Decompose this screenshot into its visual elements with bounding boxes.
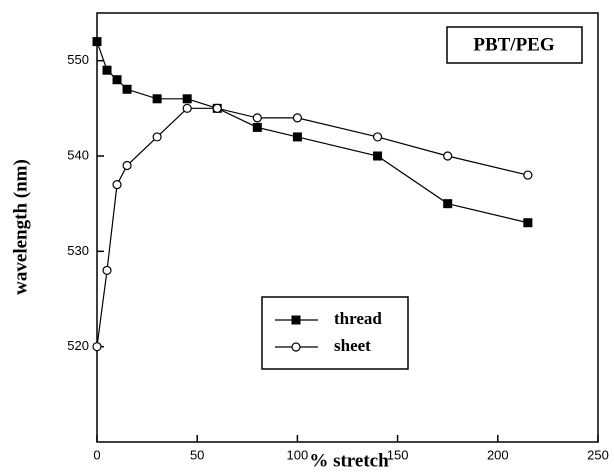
x-tick-label: 50 <box>190 447 204 462</box>
marker <box>182 94 192 104</box>
plot-frame <box>96 12 599 443</box>
marker <box>523 170 533 180</box>
x-tick-label: 100 <box>287 447 309 462</box>
x-tick-label: 250 <box>587 447 609 462</box>
marker <box>523 218 533 228</box>
x-tick-label: 0 <box>93 447 100 462</box>
marker <box>122 160 132 171</box>
marker <box>373 151 383 161</box>
legend-marker <box>291 315 301 325</box>
marker <box>152 132 162 142</box>
marker <box>122 84 132 94</box>
marker <box>102 65 112 75</box>
marker <box>372 132 383 142</box>
x-tick-label: 150 <box>387 447 409 462</box>
marker <box>443 199 453 209</box>
x-axis-label: % stretch <box>309 450 389 471</box>
marker <box>252 113 262 123</box>
legend-label: sheet <box>334 336 371 355</box>
annotation: PBT/PEG <box>473 34 555 55</box>
marker <box>182 103 192 113</box>
marker <box>92 342 102 352</box>
legend-box <box>261 296 409 370</box>
marker <box>292 132 302 142</box>
legend-marker <box>291 342 301 352</box>
y-tick-label: 520 <box>67 338 89 353</box>
marker <box>92 37 102 47</box>
series-line <box>96 107 528 347</box>
y-axis-label: wavelength (nm) <box>10 159 31 295</box>
y-tick-label: 550 <box>67 52 89 67</box>
marker <box>112 180 122 190</box>
y-tick-label: 530 <box>67 243 89 258</box>
y-tick-label: 540 <box>67 147 89 162</box>
marker <box>212 103 222 113</box>
x-tick-label: 200 <box>487 447 509 462</box>
marker <box>443 151 453 161</box>
marker <box>102 265 112 275</box>
marker <box>252 122 262 132</box>
marker <box>112 75 122 85</box>
annotation-box <box>446 26 583 64</box>
marker <box>152 94 162 104</box>
marker <box>292 113 302 123</box>
legend-label: thread <box>334 309 382 328</box>
